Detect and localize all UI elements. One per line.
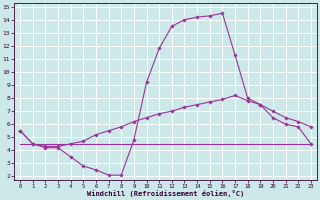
- X-axis label: Windchill (Refroidissement éolien,°C): Windchill (Refroidissement éolien,°C): [87, 190, 244, 197]
